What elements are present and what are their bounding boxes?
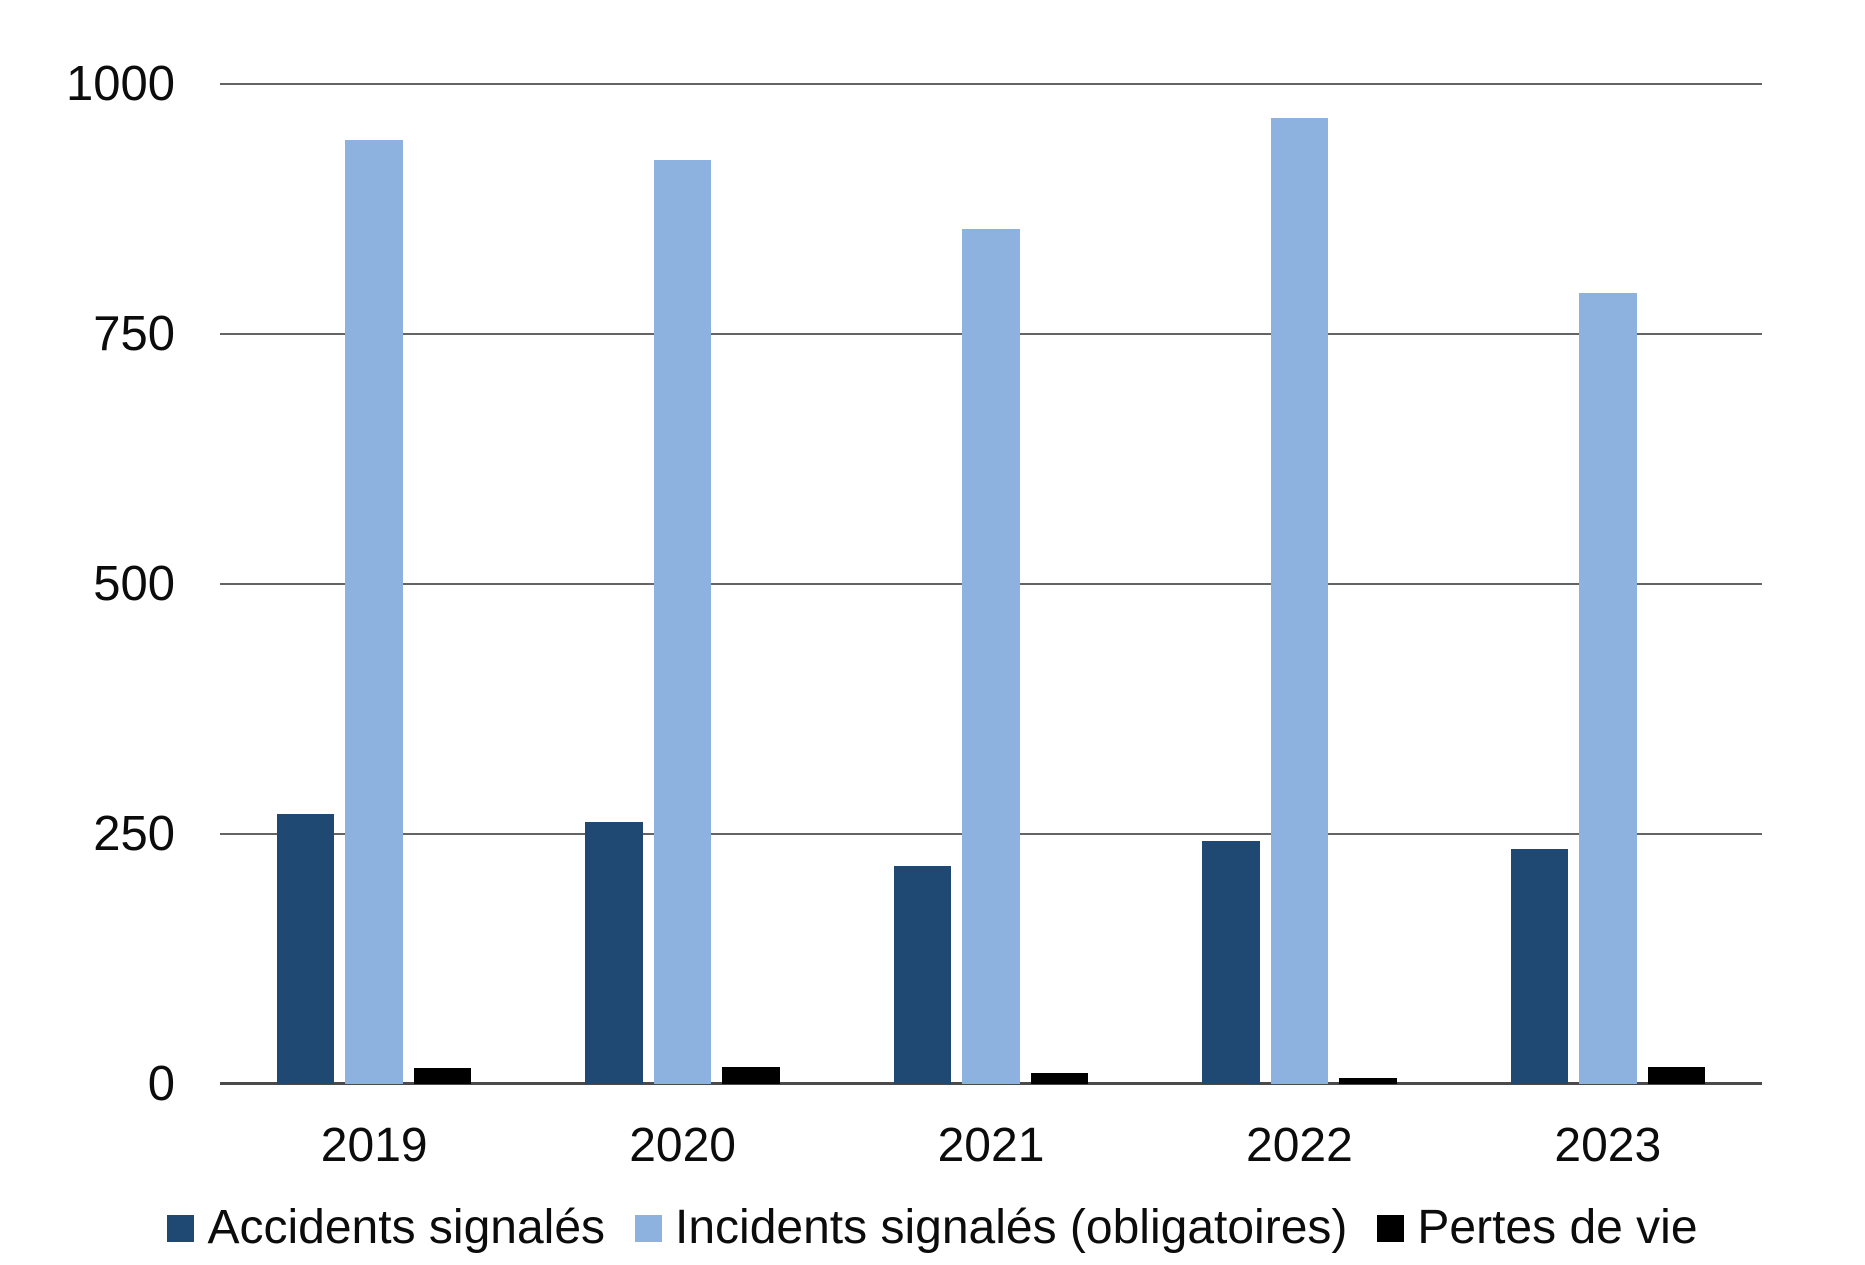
bar-2021-series-0 [893, 866, 952, 1084]
y-gridline [220, 83, 1762, 85]
x-axis-category-label: 2020 [629, 1119, 736, 1172]
legend-swatch [635, 1214, 663, 1242]
bar-2023-series-1 [1579, 293, 1637, 1084]
plot-area [220, 83, 1762, 1085]
legend-item-series-1: Incidents signalés (obligatoires) [635, 1200, 1347, 1256]
bar-2019-series-1 [345, 140, 403, 1084]
x-axis-category-label: 2023 [1554, 1119, 1662, 1172]
x-axis-category-label: 2021 [937, 1119, 1045, 1172]
chart-legend: Accidents signalés Incidents signalés (ob… [0, 1200, 1865, 1256]
bar-2020-series-1 [653, 160, 712, 1084]
bar-2023-series-0 [1510, 849, 1569, 1084]
bar-2019-series-2 [413, 1068, 472, 1084]
bar-2020-series-2 [722, 1067, 780, 1084]
bar-2022-series-2 [1339, 1078, 1397, 1084]
bar-2021-series-1 [962, 229, 1020, 1084]
bar-2021-series-2 [1030, 1073, 1089, 1084]
bar-2023-series-2 [1647, 1067, 1706, 1084]
y-axis-tick-label: 750 [93, 307, 175, 361]
legend-item-series-0: Accidents signalés [167, 1200, 605, 1256]
bar-2022-series-0 [1202, 841, 1260, 1084]
legend-item-series-2: Pertes de vie [1377, 1200, 1698, 1256]
legend-swatch [167, 1214, 195, 1242]
legend-label: Incidents signalés (obligatoires) [675, 1201, 1348, 1254]
y-axis-tick-label: 1000 [65, 57, 175, 111]
bar-2019-series-0 [276, 814, 335, 1084]
bar-2022-series-1 [1270, 118, 1329, 1084]
y-axis-tick-label: 500 [93, 557, 175, 611]
legend-label: Pertes de vie [1417, 1201, 1698, 1254]
x-axis-category-label: 2019 [320, 1119, 428, 1172]
y-axis-tick-label: 250 [93, 807, 175, 861]
legend-label: Accidents signalés [207, 1201, 606, 1254]
legend-swatch [1377, 1214, 1405, 1242]
x-axis-category-label: 2022 [1246, 1119, 1353, 1172]
y-axis-tick-label: 0 [147, 1057, 175, 1111]
bar-2020-series-0 [585, 822, 643, 1084]
